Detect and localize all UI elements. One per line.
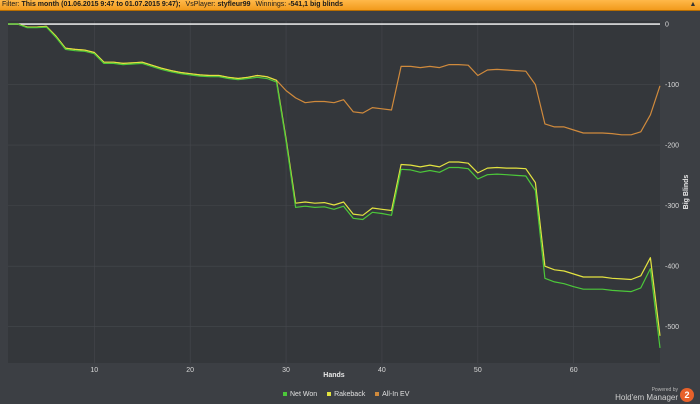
- y-axis-title: Big Blinds: [683, 175, 690, 210]
- y-tick--300: -300: [665, 203, 679, 210]
- x-tick-60: 60: [570, 367, 578, 374]
- legend-label-rakeback: Rakeback: [334, 391, 366, 398]
- filter-label: Filter:: [2, 1, 20, 8]
- x-tick-50: 50: [474, 367, 482, 374]
- y-tick--200: -200: [665, 143, 679, 150]
- grid-lines: [8, 21, 660, 363]
- legend-label-all-in-ev: All-In EV: [382, 391, 410, 398]
- legend-swatch-all-in-ev: [375, 392, 380, 397]
- collapse-up-icon[interactable]: ▲: [689, 1, 697, 8]
- brand-name: Hold'em Manager: [615, 393, 678, 402]
- legend-item-rakeback[interactable]: Rakeback: [327, 391, 365, 398]
- series-lines: [8, 23, 661, 348]
- y-tick--500: -500: [665, 324, 679, 331]
- filter-value[interactable]: This month (01.06.2015 9:47 to 01.07.201…: [21, 1, 181, 8]
- vs-player-value[interactable]: styfleur99: [217, 1, 251, 8]
- y-tick--100: -100: [665, 82, 679, 89]
- brand-logo-badge: 2: [680, 388, 694, 402]
- winnings-value: -541,1 big blinds: [288, 1, 344, 8]
- legend-item-net-won[interactable]: Net Won: [283, 391, 317, 398]
- x-tick-10: 10: [90, 367, 98, 374]
- legend-label-net-won: Net Won: [290, 391, 318, 398]
- y-tick--400: -400: [665, 264, 679, 271]
- y-tick-0: 0: [665, 22, 669, 29]
- filter-bar: Filter: This month (01.06.2015 9:47 to 0…: [0, 0, 700, 11]
- legend: Net Won Rakeback All-In EV: [283, 391, 417, 401]
- winnings-label: Winnings:: [255, 1, 287, 8]
- plot-area: [8, 21, 660, 363]
- series-line-net-won: [8, 23, 661, 348]
- x-axis-title: Hands: [323, 372, 345, 379]
- vs-player-label: VsPlayer:: [185, 1, 216, 8]
- powered-by-text: Powered by: [651, 387, 678, 393]
- x-tick-30: 30: [282, 367, 290, 374]
- series-line-rakeback: [8, 23, 661, 336]
- legend-swatch-net-won: [283, 392, 287, 397]
- legend-swatch-rakeback: [327, 392, 332, 397]
- x-tick-40: 40: [378, 367, 386, 374]
- graph-chart: 10 20 30 40 50 600-100-200-300-400-500 Hands …: [8, 21, 690, 379]
- x-tick-20: 20: [186, 367, 194, 374]
- legend-item-all-in-ev[interactable]: All-In EV: [375, 391, 409, 398]
- tick-labels: 10 20 30 40 50 60 0 -100 -200 -300 -400 -500: [90, 22, 679, 374]
